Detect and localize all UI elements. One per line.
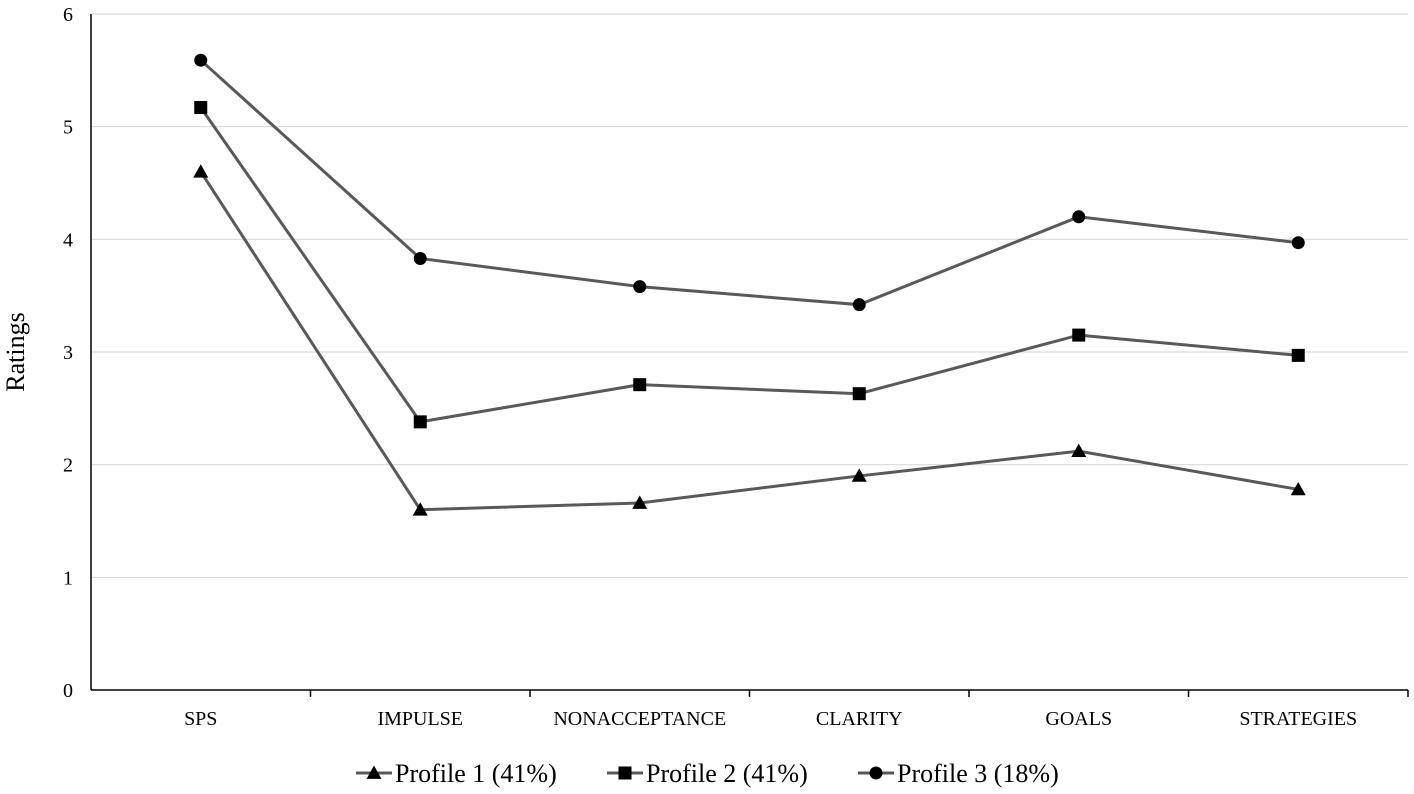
- data-point: [633, 280, 647, 294]
- x-tick-label: GOALS: [1045, 708, 1112, 730]
- data-point: [193, 164, 209, 178]
- y-tick-label: 5: [63, 117, 73, 139]
- y-tick-label: 0: [63, 680, 73, 702]
- legend-marker: [618, 766, 632, 780]
- series-1: [193, 164, 1306, 516]
- data-point: [1071, 443, 1087, 457]
- legend-item-2: Profile 2 (41%): [607, 759, 808, 788]
- data-point: [412, 502, 428, 516]
- y-tick-label: 6: [63, 4, 73, 26]
- data-point: [1072, 210, 1086, 224]
- series-line: [199, 170, 1299, 512]
- data-point: [413, 415, 427, 429]
- data-point: [632, 495, 648, 509]
- series-line: [199, 106, 1299, 424]
- data-point: [1072, 328, 1086, 342]
- y-tick-label: 2: [63, 455, 73, 477]
- legend-label: Profile 3 (18%): [897, 759, 1059, 788]
- data-point: [851, 468, 867, 482]
- data-point: [413, 251, 427, 265]
- x-tick-label: CLARITY: [816, 708, 903, 730]
- data-point: [1290, 481, 1306, 496]
- legend-item-1: Profile 1 (41%): [356, 759, 557, 788]
- legend-marker: [366, 765, 382, 779]
- series-2: [194, 101, 1305, 429]
- series-line: [199, 59, 1299, 307]
- data-point: [1291, 236, 1305, 250]
- y-tick-label: 1: [63, 567, 73, 589]
- data-point: [633, 378, 647, 392]
- y-tick-label: 4: [63, 229, 73, 251]
- legend-label: Profile 2 (41%): [646, 759, 808, 788]
- data-point: [194, 101, 208, 115]
- x-tick-label: NONACCEPTANCE: [553, 708, 726, 730]
- legend: Profile 1 (41%) Profile 2 (41%) Profile 3 …: [356, 759, 1059, 788]
- x-tick-label: SPS: [184, 708, 217, 730]
- series-group: [193, 53, 1306, 516]
- series-3: [194, 53, 1305, 312]
- data-point: [852, 298, 866, 312]
- x-tick-label: IMPULSE: [377, 708, 463, 730]
- data-point: [852, 387, 866, 401]
- axes: [90, 14, 1409, 697]
- legend-marker: [869, 766, 883, 780]
- y-tick-labels: 0 1 2 3 4 5 6: [63, 4, 73, 702]
- legend-item-3: Profile 3 (18%): [858, 759, 1059, 788]
- x-tick-labels: SPS IMPULSE NONACCEPTANCE CLARITY GOALS STRAT…: [184, 708, 1357, 730]
- x-tick-label: STRATEGIES: [1239, 708, 1357, 730]
- y-tick-label: 3: [63, 342, 73, 364]
- legend-label: Profile 1 (41%): [395, 759, 557, 788]
- data-point: [194, 53, 208, 67]
- y-axis-title: Ratings: [1, 312, 30, 391]
- data-point: [1291, 348, 1305, 362]
- gridlines: [91, 13, 1408, 578]
